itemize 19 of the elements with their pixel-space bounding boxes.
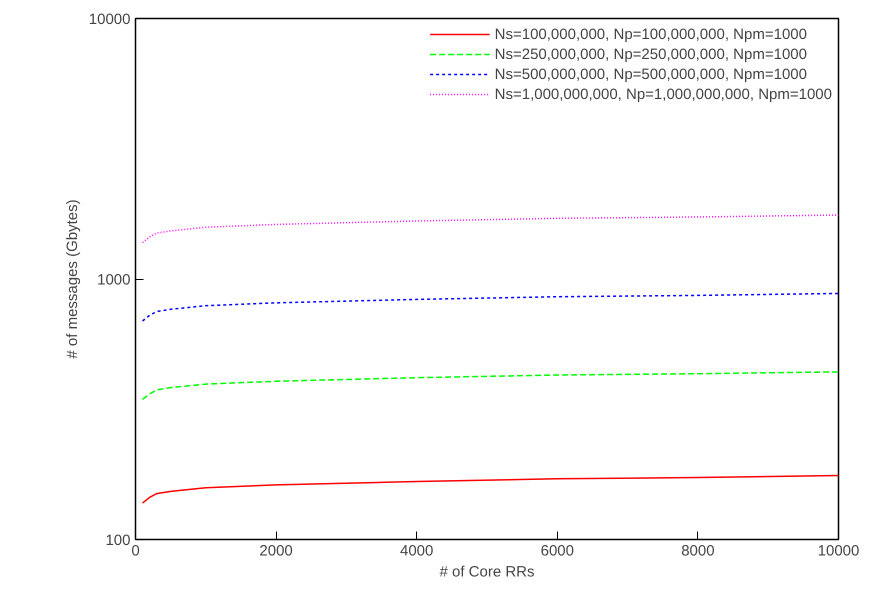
x-tick-label: 4000 — [400, 542, 434, 560]
legend-label: Ns=1,000,000,000, Np=1,000,000,000, Npm=1000 — [494, 86, 832, 102]
x-axis-title: # of Core RRs — [439, 564, 535, 580]
y-tick-label: 10000 — [88, 11, 131, 28]
line-series — [142, 371, 838, 400]
legend-label: Ns=100,000,000, Np=100,000,000, Npm=1000 — [494, 26, 807, 42]
line-series — [142, 214, 838, 244]
x-tick-label: 8000 — [681, 542, 715, 560]
legend-label: Ns=250,000,000, Np=250,000,000, Npm=1000 — [494, 46, 807, 62]
x-tick-label: 2000 — [259, 542, 293, 560]
legend-label: Ns=500,000,000, Np=500,000,000, Npm=1000 — [494, 66, 807, 82]
y-tick-label: 1000 — [97, 272, 131, 288]
y-axis-title: # of messages (Gbytes) — [64, 199, 81, 359]
line-series — [142, 474, 838, 504]
x-tick-label: 0 — [131, 542, 140, 560]
x-tick-label: 10000 — [818, 542, 860, 560]
x-tick-label: 6000 — [540, 542, 574, 560]
y-tick-label: 100 — [105, 532, 131, 549]
line-series — [142, 292, 838, 322]
